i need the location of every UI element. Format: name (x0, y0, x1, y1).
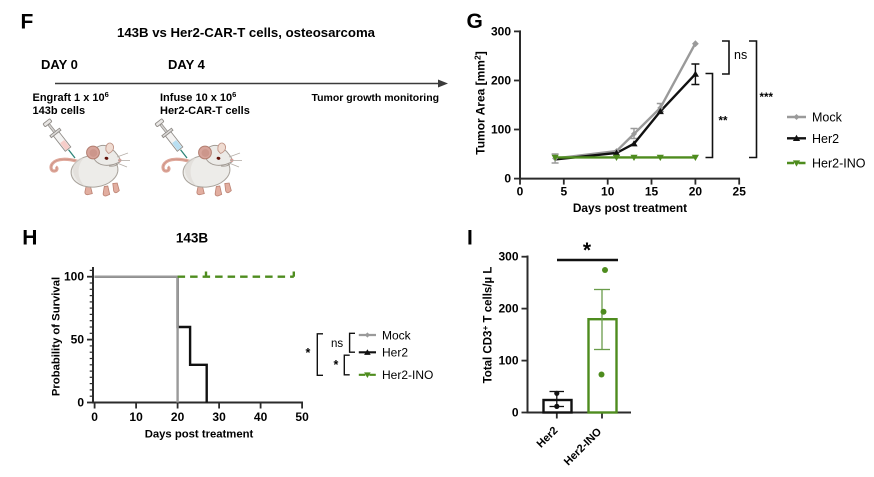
svg-text:DAY 4: DAY 4 (168, 57, 206, 72)
svg-text:200: 200 (491, 74, 511, 88)
svg-text:Probability of Survival: Probability of Survival (51, 277, 63, 396)
svg-text:Her2-CAR-T cells: Her2-CAR-T cells (160, 105, 250, 117)
svg-text:100: 100 (498, 354, 518, 368)
svg-text:30: 30 (212, 410, 226, 424)
svg-text:Engraft 1 x 106: Engraft 1 x 106 (33, 90, 109, 104)
svg-text:0: 0 (512, 406, 519, 420)
svg-text:200: 200 (498, 302, 518, 316)
svg-text:300: 300 (498, 250, 518, 264)
svg-text:143b cells: 143b cells (33, 105, 86, 117)
svg-text:20: 20 (689, 185, 703, 199)
svg-text:Tumor growth monitoring: Tumor growth monitoring (312, 92, 440, 104)
svg-text:Total CD3+ T cells/µ L: Total CD3+ T cells/µ L (480, 267, 495, 384)
svg-text:Her2-INO: Her2-INO (382, 368, 433, 382)
svg-text:143B vs Her2-CAR-T cells, oste: 143B vs Her2-CAR-T cells, osteosarcoma (117, 25, 376, 40)
svg-text:50: 50 (71, 333, 85, 347)
svg-text:300: 300 (491, 24, 511, 38)
svg-text:G: G (467, 10, 483, 33)
svg-text:I: I (467, 227, 473, 250)
svg-text:**: ** (719, 116, 728, 128)
svg-text:Her2-INO: Her2-INO (562, 426, 605, 469)
svg-text:DAY 0: DAY 0 (41, 57, 78, 72)
svg-text:Her2-INO: Her2-INO (812, 157, 866, 171)
svg-text:ns: ns (734, 48, 747, 62)
svg-text:Days post treatment: Days post treatment (573, 201, 687, 215)
svg-text:Mock: Mock (382, 328, 412, 342)
svg-text:100: 100 (64, 270, 84, 284)
svg-text:*: * (306, 346, 311, 360)
svg-text:H: H (22, 227, 37, 250)
svg-text:143B: 143B (176, 231, 209, 246)
svg-text:*: * (334, 358, 339, 372)
svg-text:Days post treatment: Days post treatment (145, 429, 254, 441)
svg-text:*: * (583, 239, 592, 262)
svg-text:Tumor Area [mm2]: Tumor Area [mm2] (473, 51, 488, 154)
svg-text:100: 100 (491, 123, 511, 137)
svg-text:10: 10 (129, 410, 143, 424)
svg-text:15: 15 (645, 185, 659, 199)
svg-text:0: 0 (504, 172, 511, 186)
svg-text:ns: ns (331, 338, 343, 350)
svg-text:Infuse 10 x 106: Infuse 10 x 106 (160, 90, 236, 104)
svg-text:5: 5 (560, 185, 567, 199)
svg-text:Her2: Her2 (382, 346, 408, 360)
svg-text:0: 0 (91, 410, 98, 424)
svg-text:50: 50 (295, 410, 309, 424)
svg-text:25: 25 (733, 185, 747, 199)
svg-text:***: *** (760, 92, 774, 104)
svg-text:40: 40 (254, 410, 268, 424)
svg-text:10: 10 (601, 185, 615, 199)
svg-text:Her2: Her2 (535, 425, 561, 451)
svg-text:0: 0 (77, 396, 84, 410)
svg-text:0: 0 (517, 185, 524, 199)
svg-text:Her2: Her2 (812, 132, 839, 146)
svg-text:F: F (21, 11, 34, 34)
svg-text:Mock: Mock (812, 111, 843, 125)
svg-text:20: 20 (171, 410, 185, 424)
